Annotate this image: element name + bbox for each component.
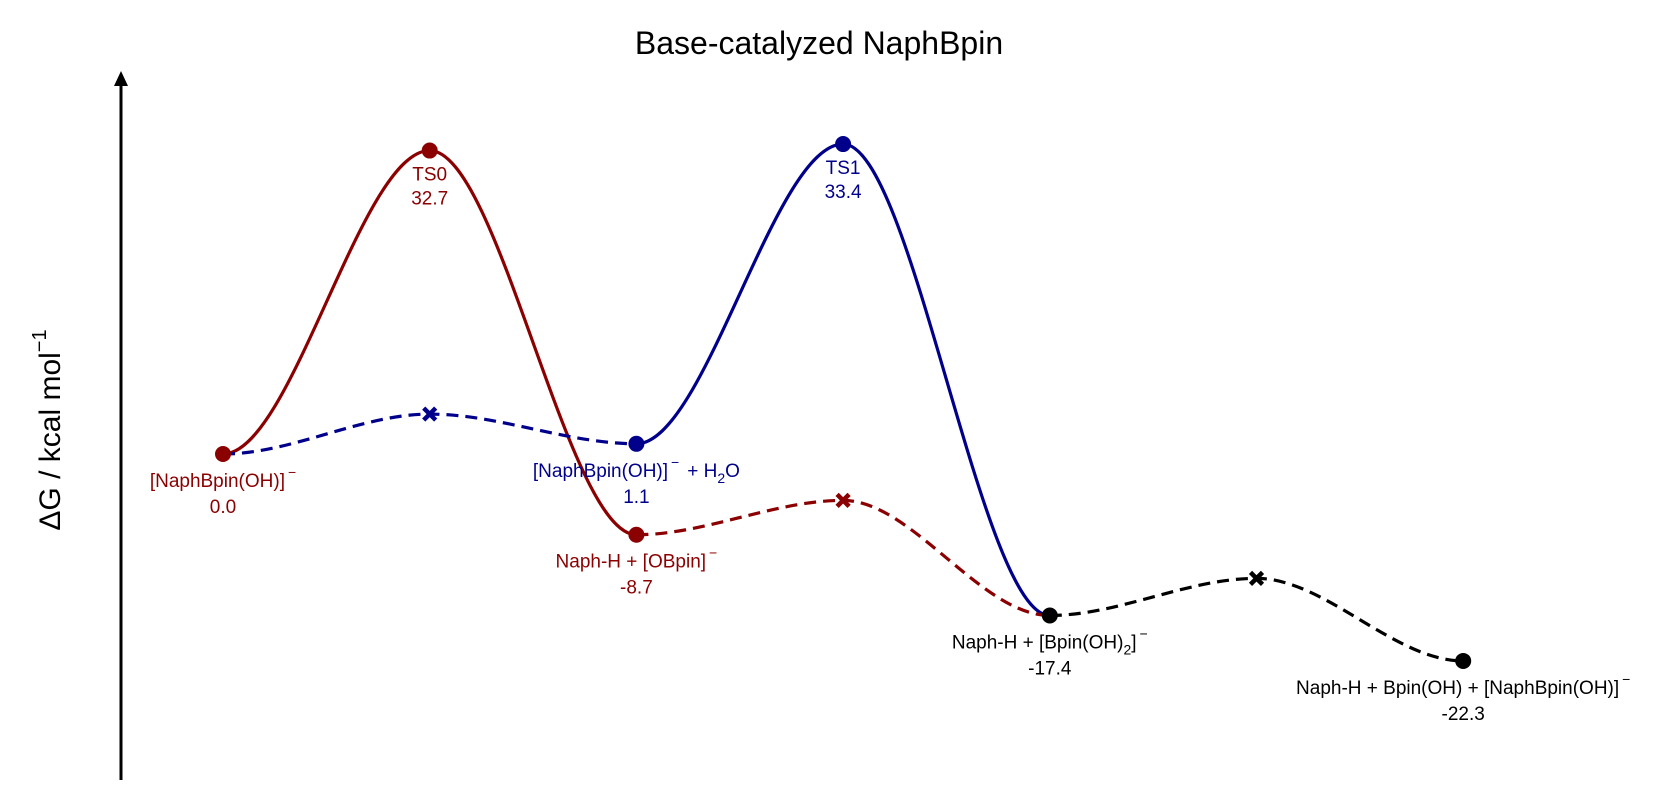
- point-name-text: Naph-H + Bpin(OH) + [NaphBpin(OH)]: [1296, 678, 1619, 699]
- point-value-p0: 0.0: [210, 497, 236, 518]
- point-name-ts1: TS1: [826, 158, 861, 179]
- point-value-ts0: 32.7: [411, 189, 448, 210]
- cross-stroke: [1248, 570, 1265, 586]
- curve-layer: [222, 142, 1464, 663]
- point-marker-p4: [1455, 652, 1472, 669]
- y-axis-label: ΔG / kcal mol−1: [29, 329, 67, 530]
- marker-layer: [215, 136, 1472, 669]
- point-name-ts0: TS0: [412, 165, 447, 186]
- point-name-superscript: −: [671, 454, 679, 470]
- point-name-suffix: O: [725, 461, 740, 482]
- point-name-p0: [NaphBpin(OH)] −: [150, 464, 296, 492]
- point-name-superscript: −: [709, 545, 717, 561]
- point-name-text: [NaphBpin(OH)]: [150, 471, 285, 492]
- point-value-p1: 1.1: [623, 487, 649, 508]
- cross-marker-x1: [422, 406, 438, 422]
- point-marker-p3: [1041, 607, 1058, 624]
- point-marker-ts0: [421, 142, 438, 159]
- point-name-p3: Naph-H + [Bpin(OH)2] −: [952, 625, 1148, 657]
- y-axis-label-superscript: −1: [29, 329, 51, 352]
- point-name-text: Naph-H + [Bpin(OH): [952, 632, 1124, 653]
- point-marker-p1: [628, 435, 645, 452]
- point-name-p2: Naph-H + [OBpin] −: [556, 545, 718, 573]
- point-marker-p2: [628, 526, 645, 543]
- cross-stroke: [835, 492, 851, 508]
- point-name-superscript: −: [1140, 625, 1148, 641]
- point-name-suffix: + H: [687, 461, 717, 482]
- chart-title: Base-catalyzed NaphBpin: [635, 25, 1003, 61]
- point-name-subscript: 2: [1123, 641, 1131, 657]
- point-name-text: TS0: [412, 165, 447, 186]
- point-name-p4: Naph-H + Bpin(OH) + [NaphBpin(OH)] −: [1296, 671, 1630, 699]
- point-value-ts1: 33.4: [825, 182, 862, 203]
- point-name-suffix: ]: [1131, 632, 1136, 653]
- point-name-text: TS1: [826, 158, 861, 179]
- cross-marker-x3: [1248, 570, 1265, 586]
- point-value-p2: -8.7: [620, 578, 653, 599]
- y-axis-label-text: ΔG / kcal mol: [34, 352, 67, 530]
- point-name-text: Naph-H + [OBpin]: [556, 552, 707, 573]
- y-axis-label-group: ΔG / kcal mol−1: [29, 329, 67, 530]
- point-marker-p0: [215, 446, 231, 462]
- cross-stroke: [422, 406, 438, 422]
- point-value-p3: -17.4: [1028, 658, 1072, 679]
- point-marker-ts1: [835, 136, 852, 153]
- point-name-superscript: −: [1622, 671, 1630, 687]
- point-name-text: [NaphBpin(OH)]: [533, 461, 668, 482]
- point-name-superscript: −: [288, 464, 296, 480]
- point-name-subscript: 2: [717, 470, 725, 486]
- y-axis-arrowhead: [114, 71, 128, 86]
- y-axis: [114, 71, 128, 780]
- series-line-2: [636, 142, 1051, 618]
- cross-marker-x2: [835, 492, 851, 508]
- point-name-p1: [NaphBpin(OH)] − + H2O: [533, 454, 740, 486]
- point-value-p4: -22.3: [1442, 704, 1485, 725]
